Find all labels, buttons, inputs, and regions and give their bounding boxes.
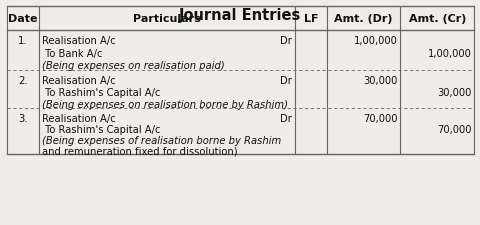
Text: To Bank A/c: To Bank A/c bbox=[42, 49, 102, 58]
Text: Dr: Dr bbox=[280, 36, 292, 46]
Text: 30,000: 30,000 bbox=[437, 88, 471, 97]
Text: To Rashim's Capital A/c: To Rashim's Capital A/c bbox=[42, 124, 160, 134]
Text: and remuneration fixed for dissolution): and remuneration fixed for dissolution) bbox=[42, 146, 238, 156]
Text: Date: Date bbox=[8, 14, 38, 24]
Text: (Being expenses of realisation borne by Rashim: (Being expenses of realisation borne by … bbox=[42, 135, 281, 145]
Text: Realisation A/c: Realisation A/c bbox=[42, 113, 116, 123]
Text: Amt. (Dr): Amt. (Dr) bbox=[334, 14, 393, 24]
Text: Dr: Dr bbox=[280, 76, 292, 86]
Text: (Being expenses on realisation paid): (Being expenses on realisation paid) bbox=[42, 61, 225, 71]
Text: 1.: 1. bbox=[18, 36, 28, 46]
Text: Dr: Dr bbox=[280, 113, 292, 123]
Text: 2.: 2. bbox=[18, 76, 28, 86]
Text: 70,000: 70,000 bbox=[363, 113, 397, 123]
Text: 3.: 3. bbox=[18, 113, 28, 123]
Text: Realisation A/c: Realisation A/c bbox=[42, 76, 116, 86]
Text: LF: LF bbox=[303, 14, 318, 24]
Text: Realisation A/c: Realisation A/c bbox=[42, 36, 116, 46]
Text: To Rashim's Capital A/c: To Rashim's Capital A/c bbox=[42, 88, 160, 97]
Text: 1,00,000: 1,00,000 bbox=[354, 36, 397, 46]
Text: Journal Entries: Journal Entries bbox=[179, 8, 301, 23]
Text: 70,000: 70,000 bbox=[437, 124, 471, 134]
Text: (Being expenses on realisation borne by Rashim): (Being expenses on realisation borne by … bbox=[42, 99, 288, 109]
Text: Amt. (Cr): Amt. (Cr) bbox=[408, 14, 466, 24]
Text: 1,00,000: 1,00,000 bbox=[428, 49, 471, 58]
Text: Particulars: Particulars bbox=[133, 14, 201, 24]
Text: 30,000: 30,000 bbox=[363, 76, 397, 86]
